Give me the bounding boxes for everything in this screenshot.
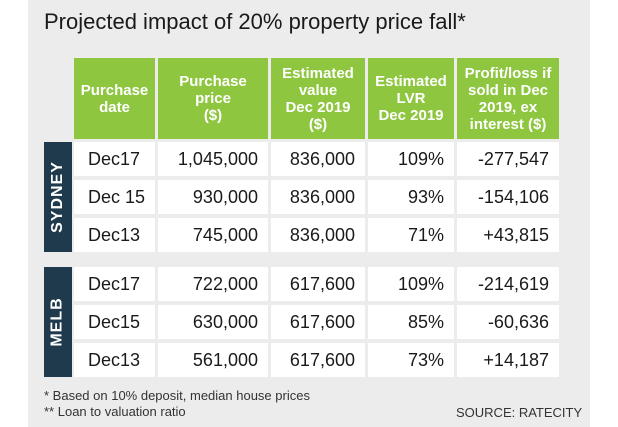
table-cell: Dec15 [74,305,155,339]
table-cell: Dec17 [74,142,155,176]
table-cell: 617,600 [271,267,365,301]
source-label: SOURCE: RATECITY [456,405,583,420]
table-cell: Dec13 [74,218,155,252]
table-cell: -60,636 [457,305,559,339]
table-cell: 722,000 [158,267,268,301]
footnote-1: * Based on 10% deposit, median house pri… [44,388,310,403]
table-cell: 745,000 [158,218,268,252]
table-cell: Dec13 [74,343,155,377]
table-cell: -214,619 [457,267,559,301]
table-cell: 617,600 [271,305,365,339]
table-cell: 85% [368,305,454,339]
group-label-melb: MELB [44,267,72,377]
table-cell: 836,000 [271,180,365,214]
column-header-4: Estimated LVR Dec 2019 [368,58,454,139]
column-header-1: Purchase date [74,58,155,139]
table-cell: Dec 15 [74,180,155,214]
table-cell: +43,815 [457,218,559,252]
table-cell: 930,000 [158,180,268,214]
table-cell: 73% [368,343,454,377]
table-cell: 109% [368,267,454,301]
group-label-sydney: SYDNEY [44,142,72,252]
table-cell: 836,000 [271,218,365,252]
chart-title: Projected impact of 20% property price f… [44,9,466,34]
table-cell: 109% [368,142,454,176]
column-header-2: Purchase price ($) [158,58,268,139]
table-cell: 71% [368,218,454,252]
table-cell: 630,000 [158,305,268,339]
table-cell: 617,600 [271,343,365,377]
table-cell: 561,000 [158,343,268,377]
table-cell: 836,000 [271,142,365,176]
table-cell: +14,187 [457,343,559,377]
table-cell: 1,045,000 [158,142,268,176]
footnote-2: ** Loan to valuation ratio [44,404,186,419]
column-header-5: Profit/loss if sold in Dec 2019, ex interes… [457,58,559,139]
table-cell: -277,547 [457,142,559,176]
column-header-3: Estimated value Dec 2019 ($) [271,58,365,139]
table-cell: 93% [368,180,454,214]
table-cell: Dec17 [74,267,155,301]
table-cell: -154,106 [457,180,559,214]
